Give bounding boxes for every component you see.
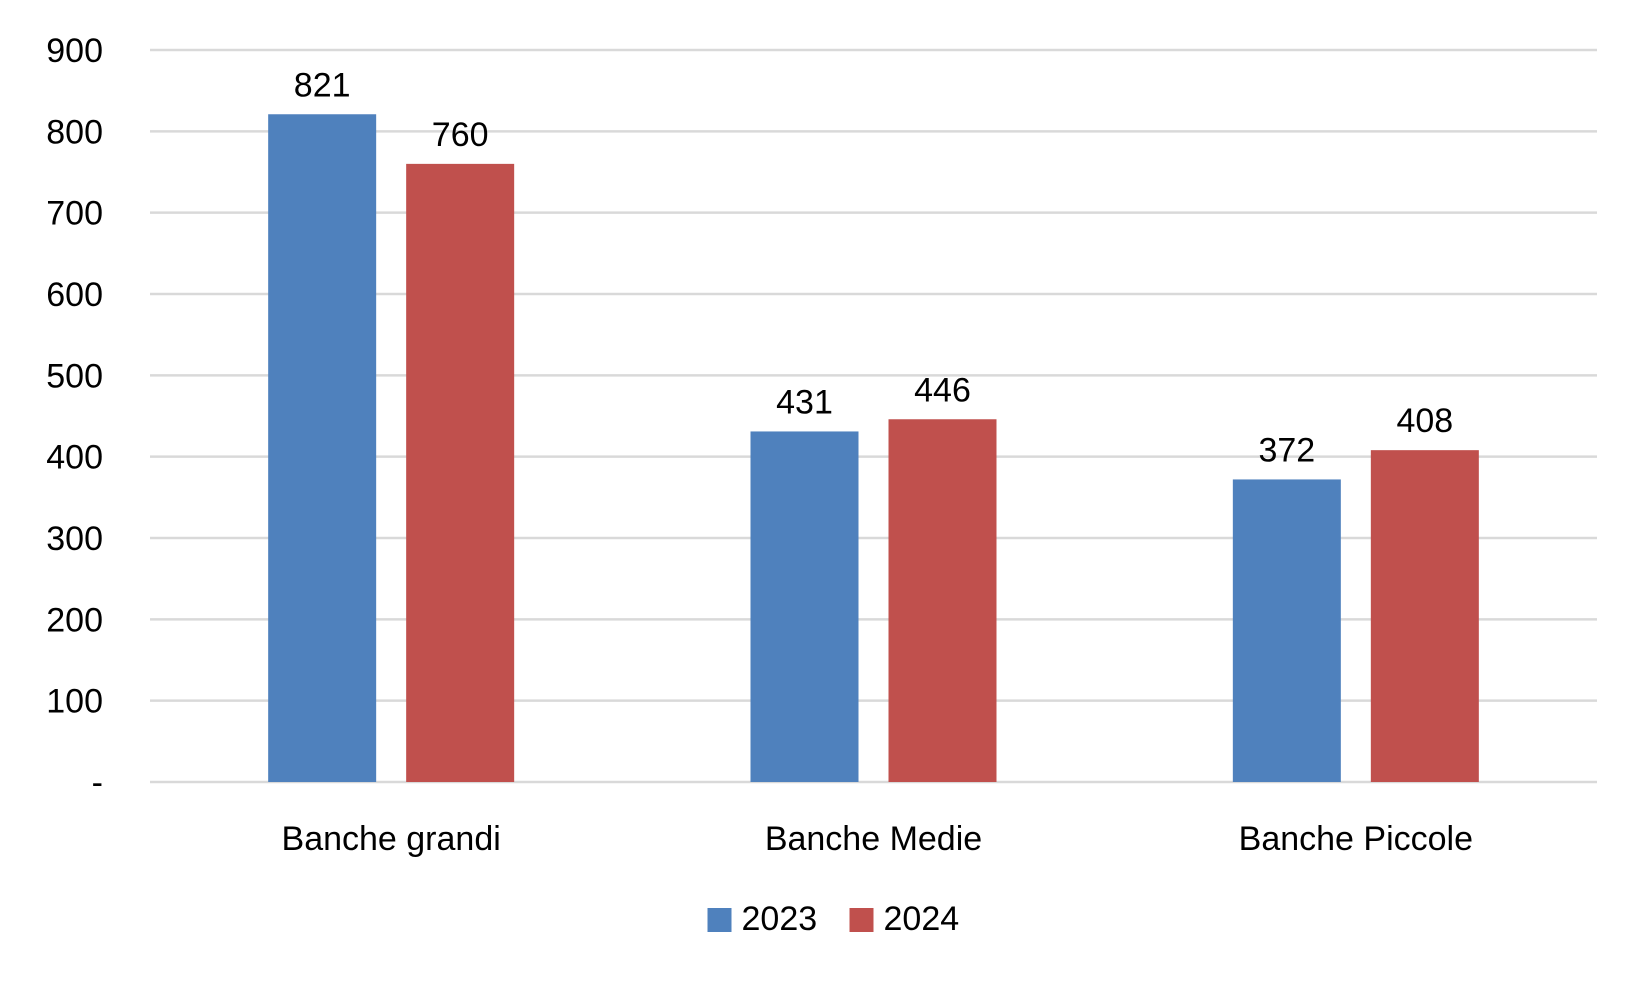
y-tick-label: 100 <box>46 683 103 721</box>
y-tick-label: 400 <box>46 439 103 477</box>
y-tick-label: 600 <box>46 276 103 314</box>
category-label: Banche grandi <box>282 820 501 858</box>
y-tick-label: 300 <box>46 520 103 558</box>
y-tick-label: 900 <box>46 32 103 70</box>
bar-2024-0 <box>406 163 515 782</box>
data-label-2024-1: 446 <box>914 371 971 409</box>
gridlines <box>150 48 1597 784</box>
legend-label-2023: 2023 <box>742 900 818 938</box>
y-tick-label: 200 <box>46 601 103 639</box>
data-label-2023-0: 821 <box>294 66 351 104</box>
bar-2023-2 <box>1232 479 1341 782</box>
data-labels: 821 760 431 446 372 408 <box>294 66 1453 469</box>
legend-swatch-2023 <box>707 908 732 932</box>
y-tick-label: 800 <box>46 113 103 151</box>
bar-2023-0 <box>268 114 377 782</box>
bars <box>268 114 1479 782</box>
legend-swatch-2024 <box>849 908 874 932</box>
y-tick-label: - <box>92 764 103 802</box>
category-label: Banche Piccole <box>1239 820 1473 858</box>
data-label-2023-2: 372 <box>1258 431 1315 469</box>
category-label: Banche Medie <box>765 820 982 858</box>
y-tick-label: 500 <box>46 357 103 395</box>
bar-2024-1 <box>888 419 997 782</box>
bar-2023-1 <box>750 431 859 782</box>
data-label-2024-0: 760 <box>432 116 489 154</box>
legend: 2023 2024 <box>707 900 960 938</box>
x-axis-categories: Banche grandi Banche Medie Banche Piccole <box>282 820 1473 858</box>
data-label-2024-2: 408 <box>1396 402 1453 440</box>
bar-2024-2 <box>1370 450 1479 782</box>
y-tick-label: 700 <box>46 195 103 233</box>
y-axis-ticks: - 100 200 300 400 500 600 700 800 900 <box>46 32 103 802</box>
data-label-2023-1: 431 <box>776 383 833 421</box>
legend-label-2024: 2024 <box>884 900 960 938</box>
